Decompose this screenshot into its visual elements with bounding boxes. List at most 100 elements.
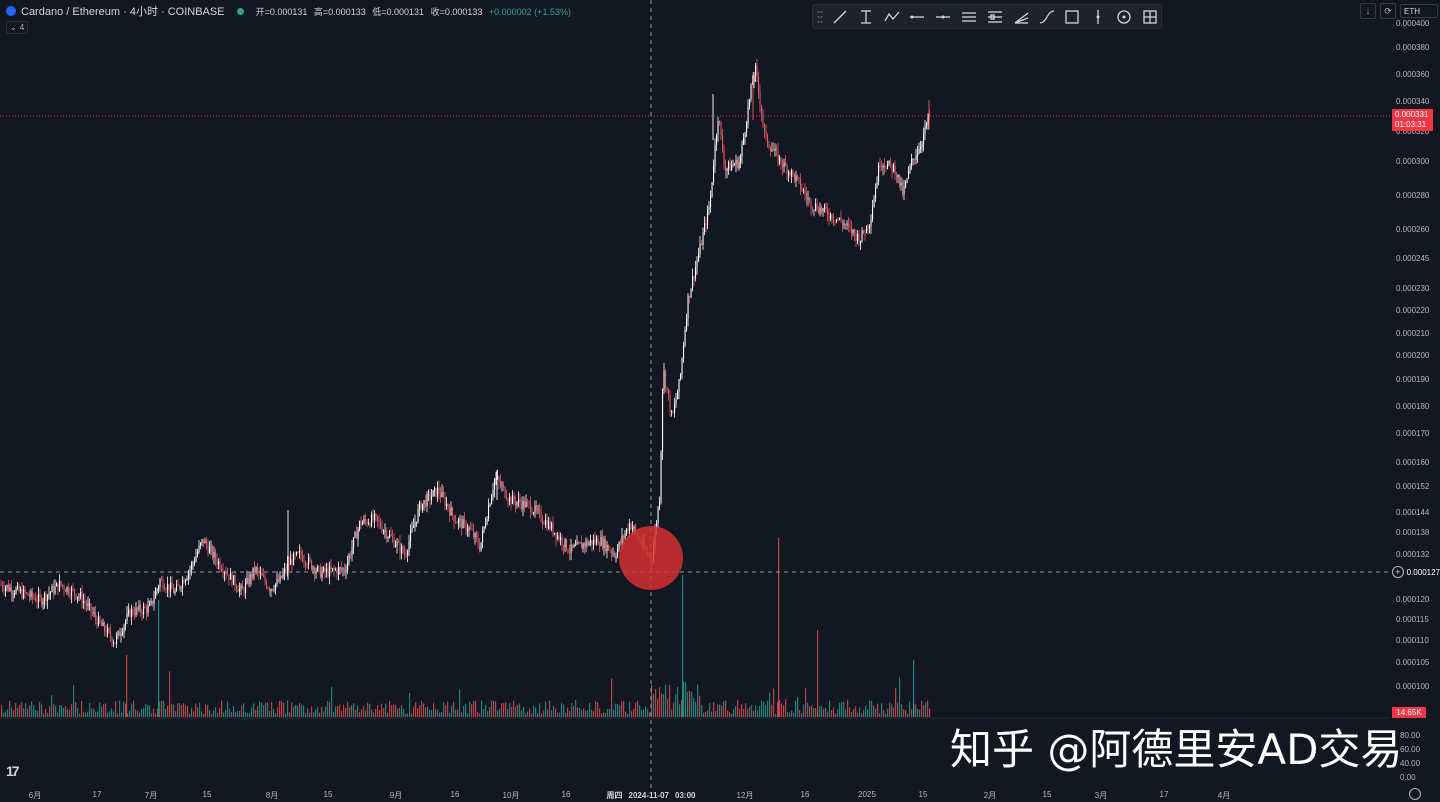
pitchfork-icon[interactable]: [984, 6, 1006, 28]
candle-body: [786, 165, 788, 175]
trend-line-icon[interactable]: [829, 6, 851, 28]
candle-body: [716, 134, 718, 145]
candle-body: [317, 566, 319, 571]
volume-bar: [673, 702, 675, 717]
volume-bar: [761, 700, 763, 717]
time-axis[interactable]: 6月 17 7月 15 8月 15 9月 16 10月 16 12月 16 2025 15 2月 15 3月 17…: [0, 788, 1390, 802]
candle-body: [485, 524, 487, 527]
volume-bar: [339, 704, 341, 717]
volume-bar: [555, 708, 557, 717]
volume-bar: [653, 693, 655, 717]
volume-bar: [661, 693, 663, 717]
price-chart[interactable]: [0, 0, 1390, 788]
volume-bar: [179, 703, 181, 717]
candle-body: [878, 164, 880, 183]
price-tick: 0.000400: [1396, 19, 1430, 28]
volume-bar: [381, 703, 383, 717]
path-icon[interactable]: [881, 6, 903, 28]
crosshair-price-tag: + 0.000127: [1392, 565, 1440, 579]
price-tick: 0.000245: [1396, 254, 1430, 263]
curve-icon[interactable]: [1036, 6, 1058, 28]
candle-body: [341, 567, 343, 570]
candle-body: [209, 547, 211, 554]
volume-bar: [861, 712, 863, 717]
vertical-line-icon[interactable]: [1087, 6, 1109, 28]
volume-bar: [25, 703, 27, 717]
chart-header: Cardano / Ethereum · 4小时 · COINBASE 开=0.…: [0, 0, 820, 22]
candle-body: [527, 501, 529, 503]
candle-body: [371, 514, 373, 526]
volume-bar: [509, 703, 511, 717]
candle-body: [611, 550, 613, 554]
drag-handle-icon[interactable]: [817, 10, 825, 24]
candle-body: [749, 98, 751, 107]
volume-bar: [335, 706, 337, 717]
volume-bar: [759, 705, 761, 717]
candle-body: [344, 568, 346, 572]
candle-body: [15, 588, 17, 594]
candle-body: [156, 588, 158, 592]
price-tick: 0.000115: [1396, 615, 1429, 624]
rectangle-icon[interactable]: [1062, 6, 1084, 28]
candle-body: [201, 539, 203, 543]
candle-body: [473, 529, 475, 538]
volume-bar: [615, 703, 617, 717]
candle-body: [78, 596, 80, 597]
price-tick: 0.000100: [1396, 682, 1430, 691]
candle-body: [306, 565, 308, 566]
symbol-title[interactable]: Cardano / Ethereum · 4小时 · COINBASE: [21, 6, 225, 18]
tradingview-logo[interactable]: 17: [6, 763, 20, 779]
volume-bar: [649, 712, 651, 717]
candle-body: [597, 538, 599, 545]
vertical-measure-icon[interactable]: [855, 6, 877, 28]
indicator-toggle[interactable]: ⌄ 4: [6, 21, 29, 34]
volume-bar: [833, 707, 835, 717]
price-axis[interactable]: 0.000400 0.000380 0.000360 0.000340 0.000320…: [1390, 18, 1440, 788]
candle-body: [372, 514, 374, 521]
volume-bar: [35, 710, 37, 717]
candle-body: [540, 510, 542, 521]
horizontal-line-icon[interactable]: [932, 6, 954, 28]
candle-body: [233, 575, 235, 585]
candle-body: [404, 552, 406, 555]
volume-bar: [251, 707, 253, 717]
volume-bar: [793, 712, 795, 717]
add-alert-icon[interactable]: +: [1392, 566, 1404, 578]
high-value: 0.000133: [328, 6, 366, 17]
candle-body: [773, 149, 775, 151]
price-tick: 0.000144: [1396, 508, 1430, 517]
candle-body: [458, 519, 460, 524]
volume-bar: [143, 707, 145, 717]
candle-body: [356, 532, 358, 539]
volume-bar: [149, 705, 151, 717]
volume-bar: [345, 708, 347, 717]
candle-body: [408, 541, 410, 552]
candle-body: [510, 496, 512, 505]
volume-bar: [389, 700, 391, 717]
volume-bar: [717, 704, 719, 717]
volume-bar: [729, 712, 731, 717]
volume-bar: [665, 684, 667, 717]
candle-body: [231, 573, 233, 585]
horizontal-ray-icon[interactable]: [906, 6, 928, 28]
volume-bar: [329, 701, 331, 717]
volume-bar: [515, 706, 517, 717]
volume-bar: [187, 706, 189, 717]
candle-body: [635, 526, 637, 532]
settings-icon[interactable]: [1409, 788, 1421, 800]
unit-select[interactable]: ETH: [1400, 4, 1438, 18]
grid-icon[interactable]: [1139, 6, 1161, 28]
volume-bar: [651, 685, 653, 717]
volume-bar: [757, 710, 759, 717]
price-tick: 0.000280: [1396, 191, 1430, 200]
refresh-icon[interactable]: ⟳: [1380, 3, 1396, 19]
parallel-channel-icon[interactable]: [958, 6, 980, 28]
candle-body: [801, 189, 803, 191]
arrow-down-icon[interactable]: ↓: [1360, 3, 1376, 19]
candle-body: [620, 542, 622, 544]
candle-body: [896, 174, 898, 178]
volume-bar: [641, 710, 643, 717]
circle-icon[interactable]: [1113, 6, 1135, 28]
candle-body: [873, 198, 875, 208]
fan-icon[interactable]: [1010, 6, 1032, 28]
